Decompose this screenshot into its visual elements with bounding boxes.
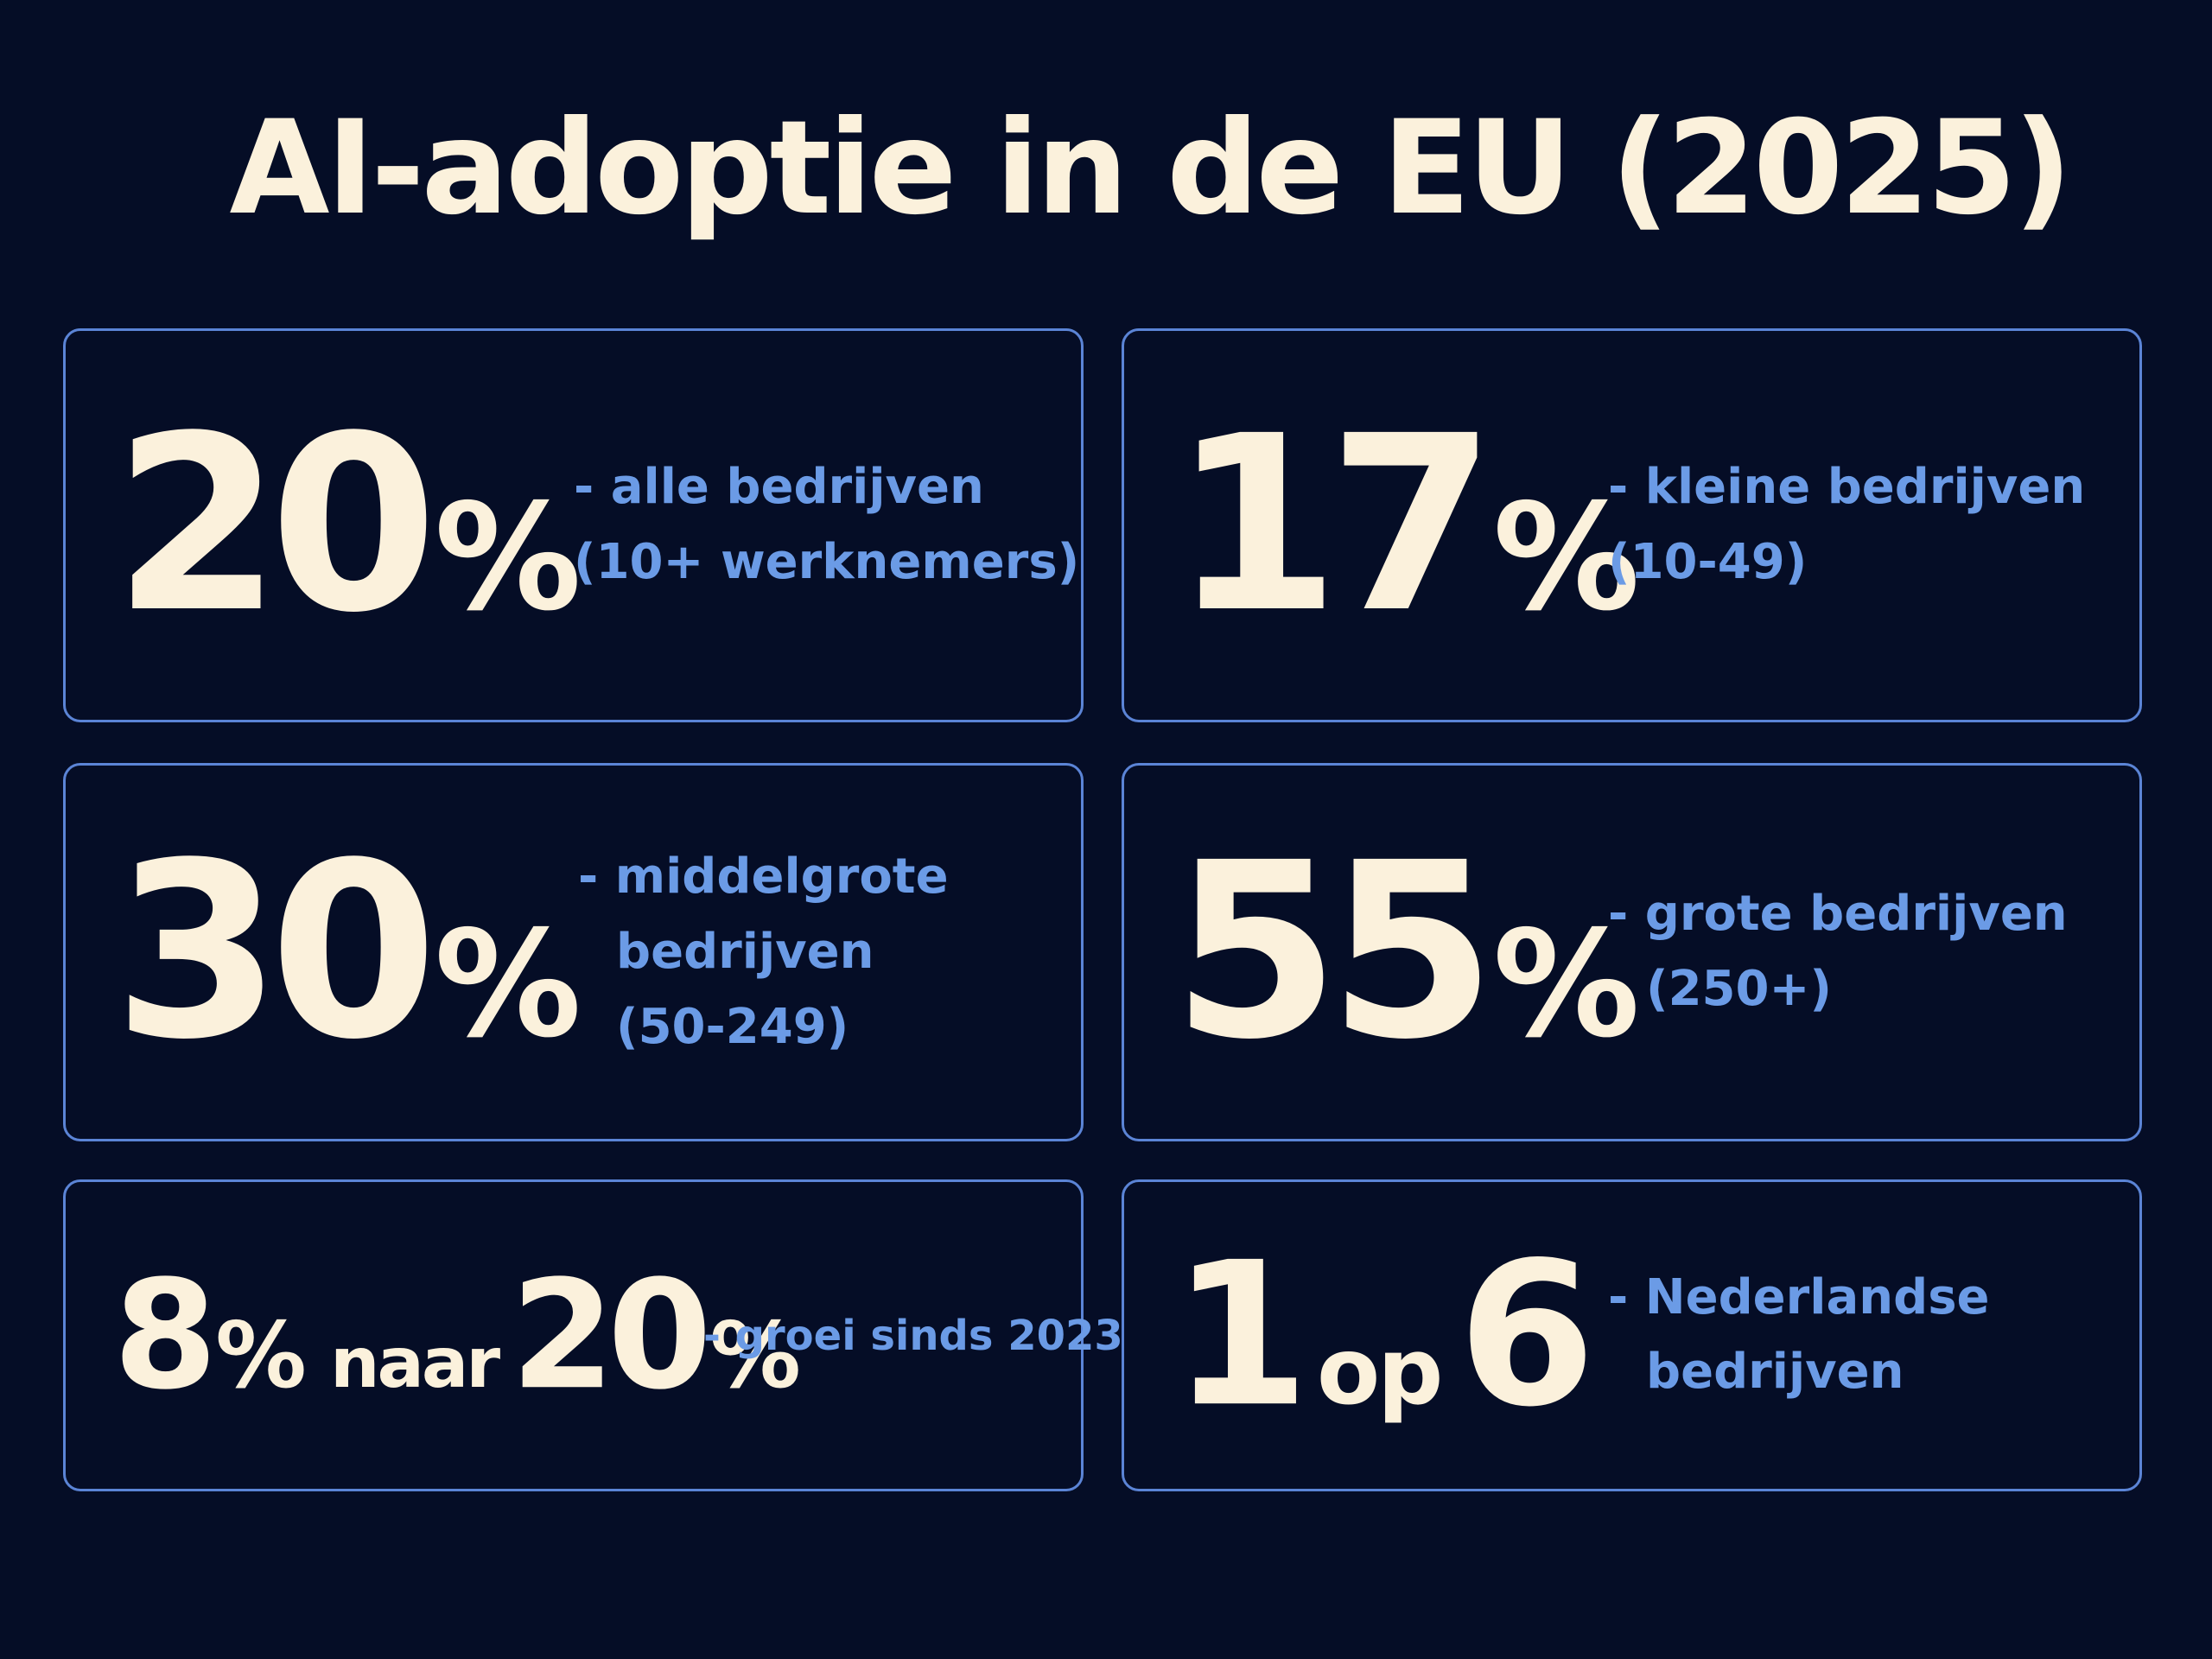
- stat-part: 30: [113, 811, 438, 1093]
- description-line: (10+ werknemers): [574, 534, 1080, 590]
- description-line: (10-49): [1608, 534, 1808, 590]
- stat-description: - grote bedrijven (250+): [1608, 877, 2068, 1027]
- stat-description: - kleine bedrijven (10-49): [1608, 450, 2085, 601]
- stat-description: - groei sinds 2023: [703, 1303, 1123, 1367]
- stat-card: 1 op 6- Nederlandse bedrijven: [1122, 1179, 2142, 1491]
- description-line: - kleine bedrijven: [1608, 459, 2086, 516]
- stat-card: 17% - kleine bedrijven (10-49): [1122, 328, 2142, 722]
- stat-part: %: [709, 1301, 801, 1408]
- description-line: - Nederlandse: [1608, 1268, 1990, 1325]
- title: AI-adoptie in de EU (2025): [229, 93, 2072, 244]
- stat-value: 30%: [113, 831, 599, 1073]
- description-line: - groei sinds 2023: [703, 1311, 1123, 1360]
- stat-part: 55: [1172, 811, 1497, 1093]
- description-line: bedrijven: [616, 923, 874, 980]
- stat-part: 17: [1172, 385, 1497, 666]
- stat-part: 1: [1172, 1219, 1310, 1451]
- description-line: - alle bedrijven: [574, 459, 984, 516]
- stat-value: 8% naar 20%: [113, 1247, 811, 1422]
- stat-value: 55%: [1172, 831, 1657, 1073]
- stat-value: 17%: [1172, 404, 1657, 646]
- stat-description: - middelgrote bedrijven (50-249): [578, 840, 949, 1065]
- stat-card: 30% - middelgrote bedrijven (50-249): [63, 763, 1084, 1141]
- stat-card: 55% - grote bedrijven (250+): [1122, 763, 2142, 1141]
- description-line: bedrijven: [1646, 1344, 1904, 1401]
- stat-part: %: [1492, 473, 1640, 644]
- description-line: - middelgrote: [578, 848, 949, 905]
- stat-part: %: [434, 473, 582, 644]
- stat-part: 6: [1458, 1219, 1596, 1451]
- description-line: (250+): [1646, 961, 1833, 1017]
- stat-card: 20% - alle bedrijven (10+ werknemers): [63, 328, 1084, 722]
- stat-part: 8: [113, 1247, 218, 1422]
- description-line: - grote bedrijven: [1608, 886, 2068, 943]
- stat-description: - Nederlandse bedrijven: [1608, 1261, 1990, 1411]
- stat-part: %: [1492, 899, 1640, 1071]
- stat-part: naar: [330, 1322, 500, 1404]
- stat-part: %: [434, 899, 582, 1071]
- stat-card: 8% naar 20% - groei sinds 2023: [63, 1179, 1123, 1491]
- stat-part: 20: [510, 1247, 712, 1422]
- stat-part: 20: [113, 385, 438, 666]
- stat-description: - alle bedrijven (10+ werknemers): [574, 450, 1079, 601]
- stat-part: %: [215, 1301, 307, 1408]
- stat-value: 20%: [113, 404, 599, 646]
- stat-value: 1 op 6: [1172, 1219, 1596, 1451]
- stat-part: op: [1316, 1318, 1444, 1426]
- description-line: (50-249): [616, 998, 849, 1055]
